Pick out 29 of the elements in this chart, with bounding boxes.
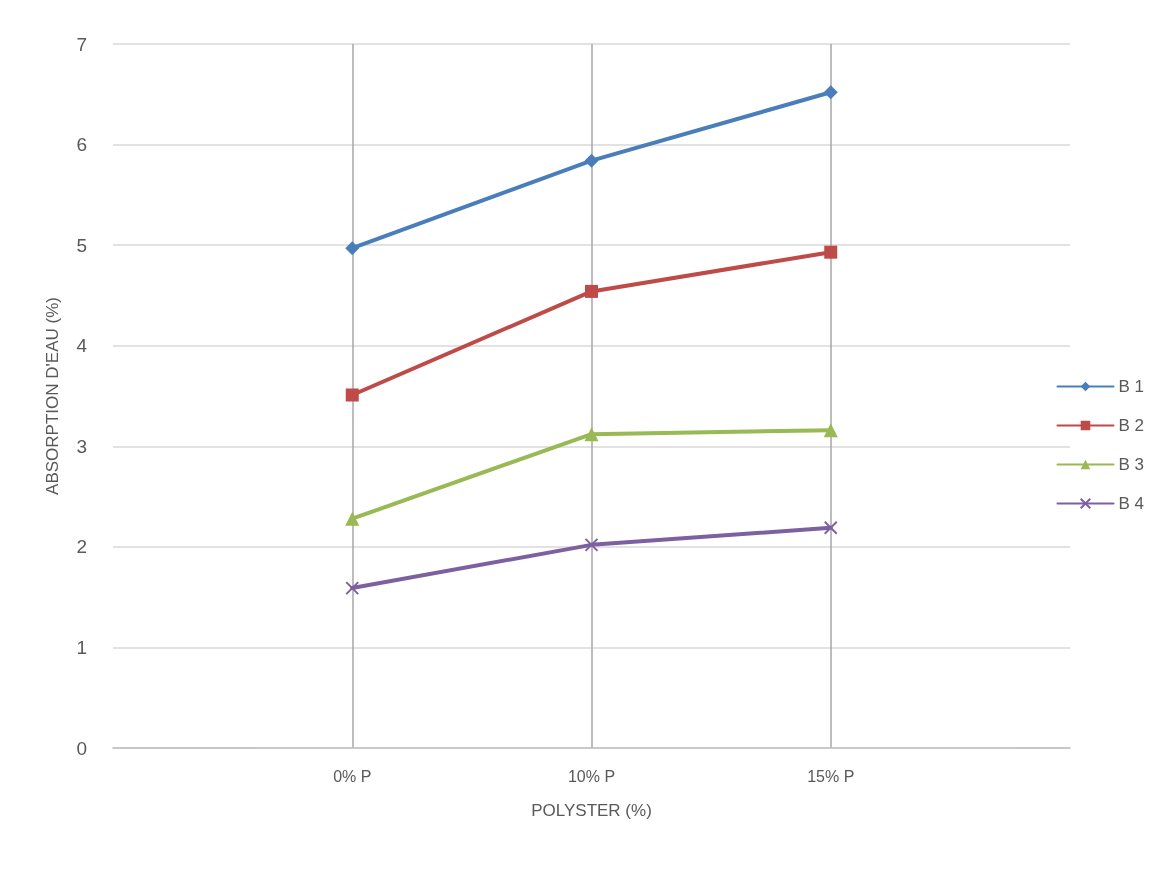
y-tick-label: 7 [76,33,87,55]
x-tick-label: 15% P [807,767,855,785]
point [585,284,598,298]
point [584,153,599,168]
point [345,388,359,402]
legend-label: B 3 [1118,455,1145,474]
point [584,537,599,552]
y-tick-label: 2 [76,536,87,558]
y-tick-label: 5 [76,234,87,256]
legend-label: B 2 [1118,416,1145,435]
point [823,85,838,100]
x-axis-title: POLYSTER (%) [531,801,652,820]
x-tick-label: 0% P [333,767,372,785]
y-tick-label: 0 [76,737,87,759]
y-tick-label: 3 [76,435,87,457]
point [584,427,599,442]
point [345,511,360,526]
y-tick-label: 6 [76,134,87,156]
legend-label: B 4 [1118,494,1145,513]
y-tick-label: 1 [76,636,87,658]
point [823,423,838,438]
point [345,581,360,596]
point [823,520,838,535]
point [345,241,360,256]
point [824,245,838,259]
legend-label: B 1 [1118,377,1145,396]
x-tick-label: 10% P [567,767,616,785]
y-tick-label: 4 [76,335,88,357]
y-axis-title: ABSORPTION D'EAU (%) [43,297,62,495]
